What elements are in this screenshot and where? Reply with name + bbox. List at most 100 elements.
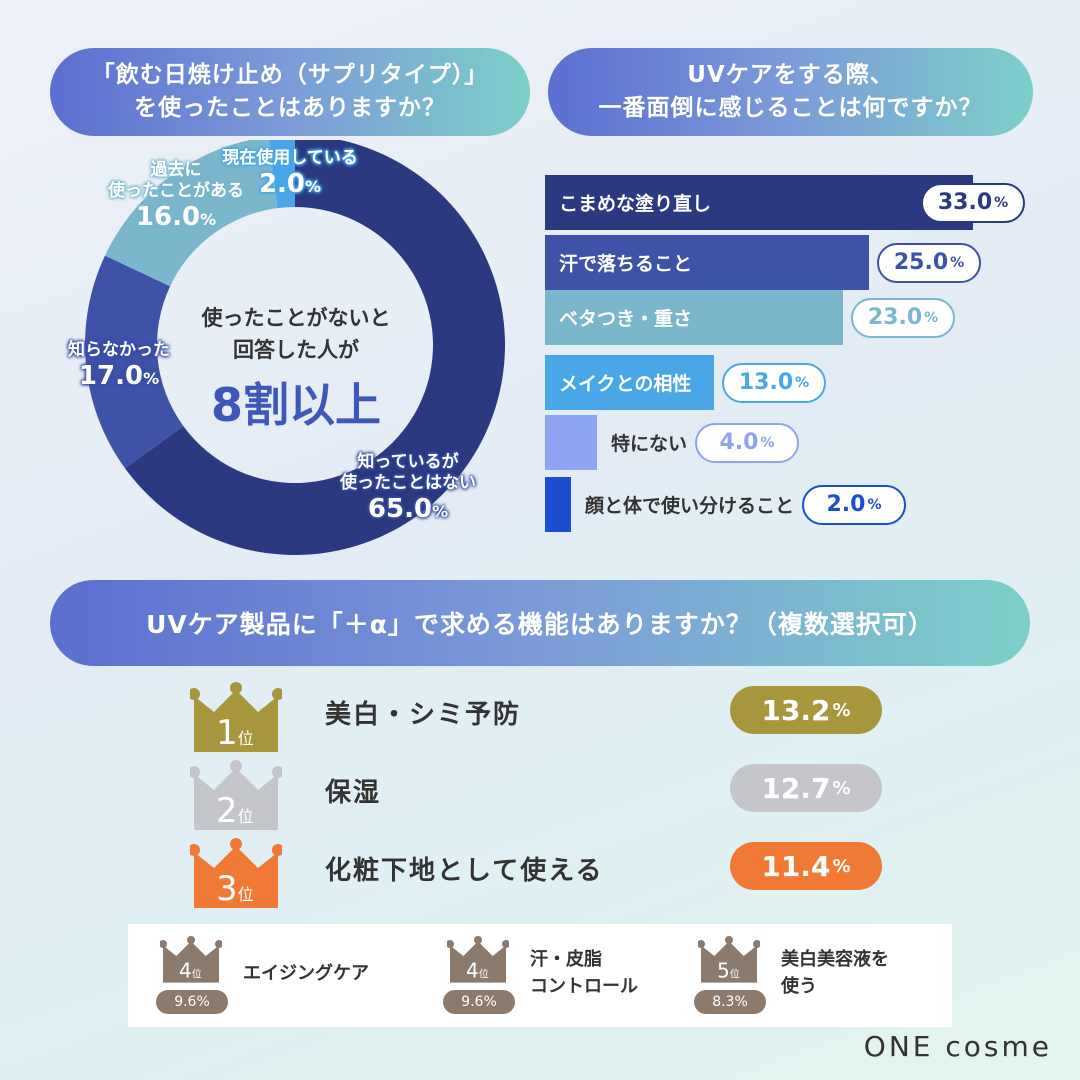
donut-slice-value: 65.0% [367,494,449,524]
question2-title: UVケアをする際、 一番面倒に感じることは何ですか？ [548,48,1033,136]
bar [545,477,571,532]
crown-icon: 3位 [188,838,284,909]
minor-rank-value: 9.6% [156,990,228,1014]
donut-slice-label: 知らなかった 17.0% [54,340,184,394]
bar-row: 汗で落ちること 25.0% [545,235,981,290]
crown-rank-suffix: 位 [238,885,254,904]
minor-rank-label-line: コントロール [530,976,638,997]
minor-rank-label-line: エイジングケア [243,963,369,984]
donut-slice [85,255,184,469]
minor-rank-label: 美白美容液を 使う [781,946,889,1000]
minor-rank-label: エイジングケア [243,960,369,987]
crown-icon: 5位 [697,936,761,983]
rank-value-badge: 11.4% [730,842,882,890]
crown-rank-suffix: 位 [238,729,254,748]
rank-value-badge: 13.2% [730,686,882,734]
center-line1: 使ったことがないと [201,306,391,330]
donut-slice-value: 2.0% [258,169,322,199]
bar-value-label: 2.0% [802,484,907,525]
minor-rank-crown: 4位 [446,936,510,984]
crown-rank-suffix: 位 [730,967,740,980]
ranking-others-panel: 4位 9.6% エイジングケア 4位 9.6% 汗・皮脂コントロール 5位 8.3% 美白美容液… [128,924,952,1027]
bar-row: メイクとの相性 13.0% [545,355,826,410]
crown-icon: 1位 [188,682,284,753]
rank-row: 3位 化粧下地として使える 11.4% [188,838,890,909]
donut-slice [125,135,505,555]
rank-item-label: 美白・シミ予防 [325,700,522,730]
donut-slice-name: 使ったことはない [340,473,476,493]
bar: メイクとの相性 [545,355,714,410]
donut-svg [85,135,505,555]
rank-row: 2位 保湿 12.7% [188,760,890,831]
crown-icon: 2位 [188,760,284,831]
bar-category-label: こまめな塗り直し [559,193,712,215]
bar-value-label: 33.0% [921,182,1025,223]
bar-row: ベタつき・重さ 23.0% [545,290,955,345]
minor-rank-label-line: 使う [781,976,817,997]
donut-slice-value: 17.0% [78,361,160,391]
center-highlight: 8割以上 [210,378,381,432]
donut-slice-name: 過去に [150,160,202,180]
crown-rank-suffix: 位 [238,807,254,826]
donut-slice-label: 過去に 使ったことがある 16.0% [86,160,266,235]
bar-category-label: 顔と体で使い分けること [585,495,795,517]
question1-title-line2: を使ったことはありますか？ [134,95,446,121]
donut-slice-value: 16.0% [135,202,217,232]
bar-row: 顔と体で使い分けること 2.0% [545,477,907,532]
donut-slice-label: 知っているが 使ったことはない 65.0% [318,452,498,527]
minor-rank-cell: 5位 8.3% 美白美容液を 使う [666,924,946,1027]
question3-title-text: UVケア製品に「＋α」で求める機能はありますか？（複数選択可） [146,610,934,639]
rank-crown: 3位 [188,838,284,910]
rank-item-label: 保湿 [325,778,382,808]
donut-slice-name: 現在使用している [222,148,358,168]
minor-rank-label-line: 美白美容液を [781,949,889,970]
bar-value-label: 13.0% [722,362,826,403]
bar: ベタつき・重さ [545,290,843,345]
crown-rank-number: 1位 [216,713,254,753]
rank-row: 1位 美白・シミ予防 13.2% [188,682,890,753]
rank-crown: 2位 [188,760,284,832]
crown-icon: 4位 [446,936,510,983]
minor-rank-cell: 4位 9.6% 汗・皮脂コントロール [415,924,695,1027]
question2-title-line1: UVケアをする際、 [687,62,894,88]
question1-title: 「飲む日焼け止め（サプリタイプ）」 を使ったことはありますか？ [50,48,530,136]
bar-category-label: ベタつき・重さ [559,308,693,330]
bar-value-label: 23.0% [851,297,955,338]
bar-category-label: 汗で落ちること [559,253,693,275]
minor-rank-value: 8.3% [694,990,766,1014]
minor-rank-label-line: 汗・皮脂 [530,949,602,970]
crown-rank-suffix: 位 [479,967,489,980]
bar-row: こまめな塗り直し 33.0% [545,175,1025,230]
rank-crown: 1位 [188,682,284,754]
question2-title-line2: 一番面倒に感じることは何ですか？ [598,95,983,121]
rank-item-label: 化粧下地として使える [325,856,604,886]
rank-value-badge: 12.7% [730,764,882,812]
minor-rank-crown: 5位 [697,936,761,984]
donut-slice-name: 知らなかった [68,340,170,360]
bar-category-label: 特にない [611,433,688,455]
bar-category-label: メイクとの相性 [559,373,692,395]
bar: 汗で落ちること [545,235,869,290]
brand-logo: ONE cosme [863,1030,1052,1063]
bar-value-label: 4.0% [695,422,800,463]
minor-rank-value: 9.6% [443,990,515,1014]
donut-center-text: 使ったことがないと 回答した人が 8割以上 [186,302,406,440]
donut-slice [268,135,295,209]
bar-value-label: 25.0% [877,242,981,283]
bar: こまめな塗り直し [545,175,973,230]
donut-slice-name: 使ったことがある [108,181,244,201]
donut-slice-label: 現在使用している 2.0% [205,148,375,202]
donut-chart [0,135,540,580]
minor-rank-crown: 4位 [159,936,223,984]
bar [545,415,597,470]
donut-slice-name: 知っているが [357,452,459,472]
question1-title-line1: 「飲む日焼け止め（サプリタイプ）」 [91,62,489,88]
bar-row: 特にない 4.0% [545,415,800,470]
center-line2: 回答した人が [233,338,359,362]
minor-rank-label: 汗・皮脂コントロール [530,946,638,1000]
minor-rank-cell: 4位 9.6% エイジングケア [128,924,408,1027]
donut-slice [104,136,278,287]
horizontal-bar-chart: こまめな塗り直し 33.0% 汗で落ちること 25.0% ベタつき・重さ 23.0% メイク… [545,170,1065,540]
crown-rank-suffix: 位 [192,967,202,980]
crown-icon: 4位 [159,936,223,983]
